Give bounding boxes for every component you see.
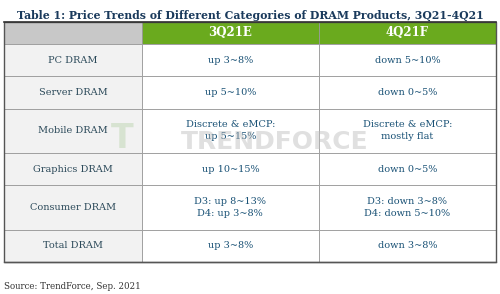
Bar: [4, 22, 496, 262]
Bar: [319, 44, 496, 76]
Text: PC DRAM: PC DRAM: [48, 56, 98, 65]
Text: 3Q21E: 3Q21E: [208, 26, 252, 39]
Text: down 3~8%: down 3~8%: [378, 241, 437, 250]
Text: Table 1: Price Trends of Different Categories of DRAM Products, 3Q21-4Q21: Table 1: Price Trends of Different Categ…: [16, 10, 483, 21]
Text: down 0~5%: down 0~5%: [378, 88, 437, 97]
Bar: [319, 76, 496, 108]
Bar: [319, 230, 496, 262]
Text: Graphics DRAM: Graphics DRAM: [33, 165, 113, 174]
Bar: [142, 185, 319, 230]
Bar: [4, 108, 142, 153]
Text: up 10~15%: up 10~15%: [202, 165, 259, 174]
Text: Discrete & eMCP:
up 5~15%: Discrete & eMCP: up 5~15%: [186, 121, 275, 141]
Text: down 5~10%: down 5~10%: [374, 56, 440, 65]
Text: D3: down 3~8%
D4: down 5~10%: D3: down 3~8% D4: down 5~10%: [364, 197, 450, 218]
Text: up 3~8%: up 3~8%: [208, 241, 253, 250]
Text: Server DRAM: Server DRAM: [38, 88, 108, 97]
Bar: [142, 153, 319, 185]
Text: up 3~8%: up 3~8%: [208, 56, 253, 65]
Text: down 0~5%: down 0~5%: [378, 165, 437, 174]
Bar: [142, 22, 319, 44]
Bar: [142, 76, 319, 108]
Text: TRENDFORCE: TRENDFORCE: [181, 130, 368, 154]
Text: Discrete & eMCP:
mostly flat: Discrete & eMCP: mostly flat: [363, 121, 452, 141]
Bar: [4, 44, 142, 76]
Bar: [142, 230, 319, 262]
Text: Total DRAM: Total DRAM: [43, 241, 103, 250]
Text: Source: TrendForce, Sep. 2021: Source: TrendForce, Sep. 2021: [4, 282, 141, 291]
Bar: [319, 108, 496, 153]
Bar: [4, 185, 142, 230]
Text: D3: up 8~13%
D4: up 3~8%: D3: up 8~13% D4: up 3~8%: [194, 197, 266, 218]
Bar: [319, 185, 496, 230]
Bar: [4, 230, 142, 262]
Bar: [4, 22, 142, 44]
Text: T: T: [111, 121, 134, 155]
Bar: [319, 153, 496, 185]
Text: Consumer DRAM: Consumer DRAM: [30, 203, 116, 212]
Text: 4Q21F: 4Q21F: [386, 26, 429, 39]
Text: Mobile DRAM: Mobile DRAM: [38, 126, 108, 135]
Bar: [4, 153, 142, 185]
Bar: [4, 76, 142, 108]
Bar: [142, 44, 319, 76]
Bar: [142, 108, 319, 153]
Text: up 5~10%: up 5~10%: [204, 88, 256, 97]
Bar: [319, 22, 496, 44]
